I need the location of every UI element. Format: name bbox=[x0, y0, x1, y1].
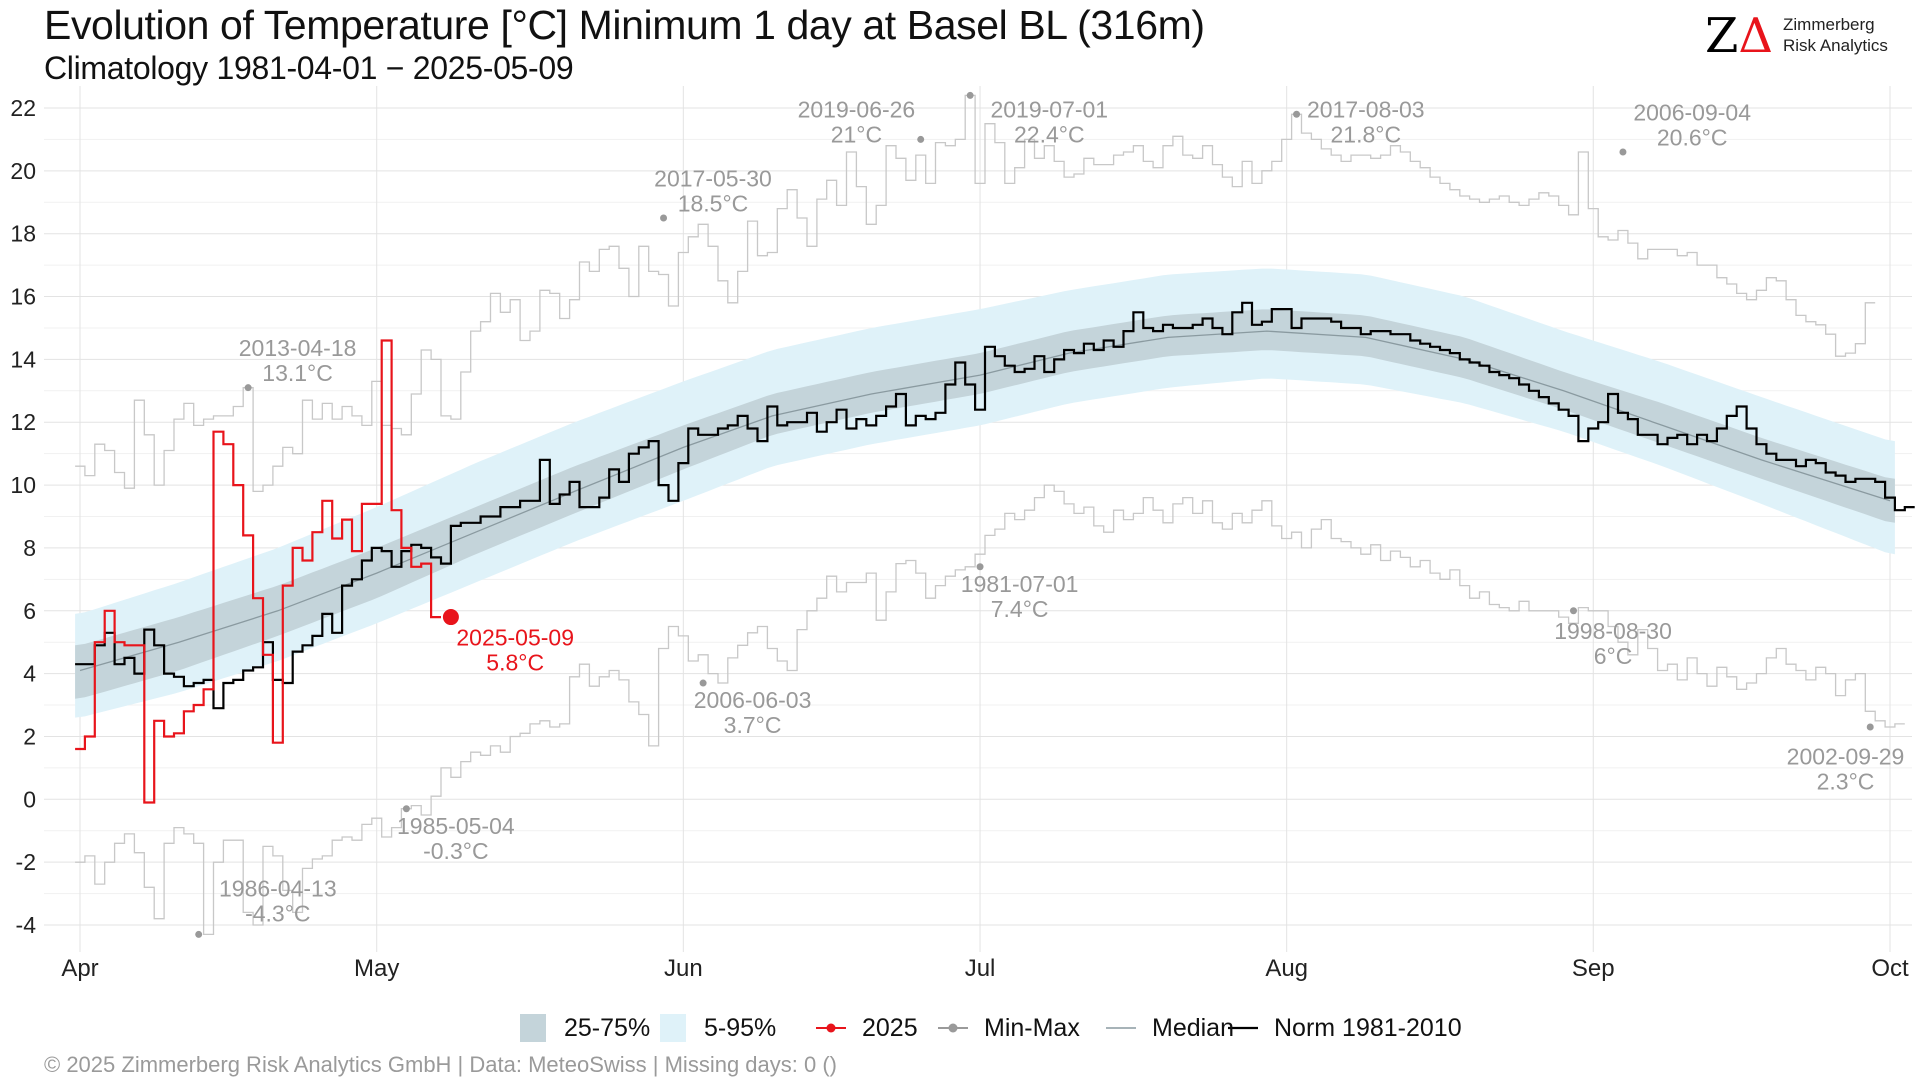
legend-label: Norm 1981-2010 bbox=[1274, 1014, 1462, 1042]
annotation-value: 21°C bbox=[831, 121, 882, 147]
annotation-date: 2006-06-03 bbox=[694, 687, 812, 713]
annotation-value: 18.5°C bbox=[678, 191, 749, 217]
logo-text: Zimmerberg Risk Analytics bbox=[1783, 14, 1888, 56]
company-logo: ZΔ Zimmerberg Risk Analytics bbox=[1705, 8, 1905, 64]
annotation-date: 2025-05-09 bbox=[456, 624, 574, 650]
y-tick-label: 2 bbox=[23, 723, 36, 749]
median-line bbox=[79, 330, 1891, 672]
record-point bbox=[1569, 607, 1577, 615]
y-tick-label: -2 bbox=[16, 849, 36, 875]
y-tick-label: 22 bbox=[10, 95, 36, 121]
annotation-value: 13.1°C bbox=[262, 360, 333, 386]
grid bbox=[44, 86, 1912, 952]
chart-subtitle: Climatology 1981-04-01 − 2025-05-09 bbox=[44, 50, 574, 86]
annotation-value: 6°C bbox=[1594, 643, 1633, 669]
record-point bbox=[917, 135, 925, 143]
legend-label: 5-95% bbox=[704, 1014, 776, 1042]
record-point bbox=[660, 214, 668, 222]
record-point bbox=[1293, 110, 1301, 118]
annotation-date: 2019-06-26 bbox=[798, 96, 916, 122]
max-record-line bbox=[75, 94, 1876, 493]
legend-swatch-dot bbox=[826, 1023, 836, 1033]
y-tick-label: 6 bbox=[23, 598, 36, 624]
annotation-date: 1985-05-04 bbox=[397, 813, 515, 839]
record-point bbox=[1619, 148, 1627, 156]
annotation-value: 21.8°C bbox=[1331, 121, 1402, 147]
current-year-line bbox=[75, 339, 441, 804]
x-tick-label: Aug bbox=[1265, 955, 1308, 982]
annotation-date: 2006-09-04 bbox=[1633, 100, 1751, 126]
x-tick-label: Jul bbox=[965, 955, 996, 982]
x-tick-label: Sep bbox=[1572, 955, 1615, 982]
x-tick-label: May bbox=[354, 955, 399, 982]
y-tick-label: -4 bbox=[16, 912, 37, 938]
annotation-date: 2017-08-03 bbox=[1307, 96, 1425, 122]
record-point bbox=[244, 384, 252, 392]
y-tick-label: 8 bbox=[23, 535, 36, 561]
current-point bbox=[442, 609, 459, 626]
annotation-value: 5.8°C bbox=[486, 649, 544, 675]
logo-mark: ZΔ bbox=[1705, 8, 1773, 64]
y-tick-label: 4 bbox=[23, 661, 36, 687]
record-point bbox=[402, 805, 410, 813]
x-tick-label: Jun bbox=[664, 955, 703, 982]
annotation-date: 2013-04-18 bbox=[239, 335, 357, 361]
y-tick-label: 18 bbox=[10, 221, 36, 247]
annotation-value: 7.4°C bbox=[991, 596, 1049, 622]
y-tick-label: 0 bbox=[23, 786, 36, 812]
chart-title: Evolution of Temperature [°C] Minimum 1 … bbox=[44, 2, 1205, 48]
logo-z-glyph: Z bbox=[1705, 8, 1739, 64]
annotation-date: 2017-05-30 bbox=[654, 166, 772, 192]
y-tick-label: 16 bbox=[10, 284, 36, 310]
annotation-date: 2002-09-29 bbox=[1787, 744, 1905, 770]
annotation-value: 22.4°C bbox=[1014, 121, 1085, 147]
legend-swatch bbox=[660, 1014, 686, 1042]
annotation-value: 2.3°C bbox=[1817, 769, 1875, 795]
legend-swatch bbox=[520, 1014, 546, 1042]
annotation-value: 3.7°C bbox=[724, 712, 782, 738]
record-point bbox=[966, 91, 974, 99]
record-point bbox=[699, 679, 707, 687]
y-tick-label: 14 bbox=[10, 346, 36, 372]
legend-label: Median bbox=[1152, 1014, 1234, 1042]
annotation-value: -0.3°C bbox=[423, 838, 488, 864]
min-record-line bbox=[75, 484, 1905, 936]
logo-line1: Zimmerberg bbox=[1783, 15, 1875, 34]
y-tick-label: 10 bbox=[10, 472, 36, 498]
legend-label: 25-75% bbox=[564, 1014, 650, 1042]
footer-copyright: © 2025 Zimmerberg Risk Analytics GmbH | … bbox=[44, 1052, 837, 1077]
legend-label: 2025 bbox=[862, 1014, 918, 1042]
annotation-date: 1981-07-01 bbox=[961, 571, 1079, 597]
record-point bbox=[976, 563, 984, 571]
band-5-95 bbox=[75, 268, 1895, 718]
x-tick-label: Apr bbox=[61, 955, 98, 982]
annotation-date: 1986-04-13 bbox=[219, 876, 337, 902]
annotation-value: 20.6°C bbox=[1657, 125, 1728, 151]
y-tick-label: 20 bbox=[10, 158, 36, 184]
annotation-value: -4.3°C bbox=[245, 901, 310, 927]
legend-swatch-dot bbox=[948, 1023, 958, 1033]
legend bbox=[520, 1014, 1258, 1042]
logo-line2: Risk Analytics bbox=[1783, 36, 1888, 55]
x-tick-label: Oct bbox=[1871, 955, 1909, 982]
norm-line bbox=[75, 301, 1915, 710]
y-tick-label: 12 bbox=[10, 409, 36, 435]
annotation-date: 2019-07-01 bbox=[990, 96, 1108, 122]
legend-label: Min-Max bbox=[984, 1014, 1080, 1042]
record-point bbox=[1866, 723, 1874, 731]
logo-delta-glyph: Δ bbox=[1738, 8, 1774, 64]
record-point bbox=[195, 930, 203, 938]
annotation-date: 1998-08-30 bbox=[1554, 618, 1672, 644]
